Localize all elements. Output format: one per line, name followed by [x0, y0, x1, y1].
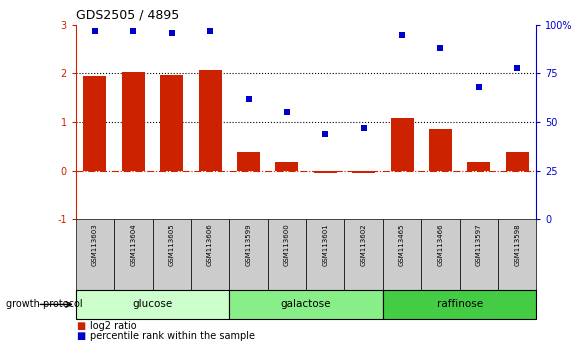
Bar — [467, 162, 490, 171]
Bar — [352, 171, 375, 173]
Bar — [505, 152, 529, 171]
Bar — [391, 118, 413, 171]
Text: GSM113597: GSM113597 — [476, 223, 482, 266]
Text: GDS2505 / 4895: GDS2505 / 4895 — [76, 8, 179, 21]
Bar — [237, 152, 260, 171]
Bar — [76, 219, 114, 290]
Bar — [114, 219, 153, 290]
Bar — [83, 76, 107, 171]
Point — [398, 32, 407, 37]
Bar — [498, 219, 536, 290]
Bar — [229, 219, 268, 290]
Text: GSM113599: GSM113599 — [245, 223, 251, 266]
Bar — [153, 219, 191, 290]
Point — [321, 131, 330, 137]
Point — [512, 65, 522, 70]
Bar — [314, 171, 337, 173]
Point — [282, 110, 292, 115]
Bar — [306, 219, 345, 290]
Text: percentile rank within the sample: percentile rank within the sample — [90, 331, 255, 341]
Bar — [429, 130, 452, 171]
Text: GSM113600: GSM113600 — [284, 223, 290, 266]
Point — [474, 84, 483, 90]
Point — [205, 28, 215, 33]
Bar — [122, 73, 145, 171]
Text: galactose: galactose — [281, 299, 331, 309]
Text: ■: ■ — [76, 331, 85, 341]
Bar — [199, 70, 222, 171]
Bar — [383, 219, 421, 290]
Text: GSM113465: GSM113465 — [399, 223, 405, 266]
Bar — [76, 290, 229, 319]
Text: GSM113604: GSM113604 — [131, 223, 136, 266]
Text: GSM113601: GSM113601 — [322, 223, 328, 266]
Text: glucose: glucose — [132, 299, 173, 309]
Bar — [268, 219, 306, 290]
Bar — [191, 219, 229, 290]
Text: growth protocol: growth protocol — [6, 299, 82, 309]
Point — [436, 45, 445, 51]
Text: GSM113598: GSM113598 — [514, 223, 520, 266]
Text: log2 ratio: log2 ratio — [90, 321, 137, 331]
Bar — [275, 162, 298, 171]
Point — [359, 125, 368, 131]
Point — [90, 28, 100, 33]
Text: GSM113602: GSM113602 — [361, 223, 367, 266]
Bar — [345, 219, 383, 290]
Bar — [421, 219, 459, 290]
Bar — [459, 219, 498, 290]
Bar — [160, 75, 183, 171]
Text: GSM113606: GSM113606 — [207, 223, 213, 266]
Text: GSM113605: GSM113605 — [168, 223, 175, 266]
Text: GSM113603: GSM113603 — [92, 223, 98, 266]
Bar — [229, 290, 383, 319]
Point — [167, 30, 177, 35]
Text: ■: ■ — [76, 321, 85, 331]
Bar — [383, 290, 536, 319]
Text: GSM113466: GSM113466 — [437, 223, 444, 266]
Point — [244, 96, 253, 102]
Point — [129, 28, 138, 33]
Text: raffinose: raffinose — [437, 299, 483, 309]
